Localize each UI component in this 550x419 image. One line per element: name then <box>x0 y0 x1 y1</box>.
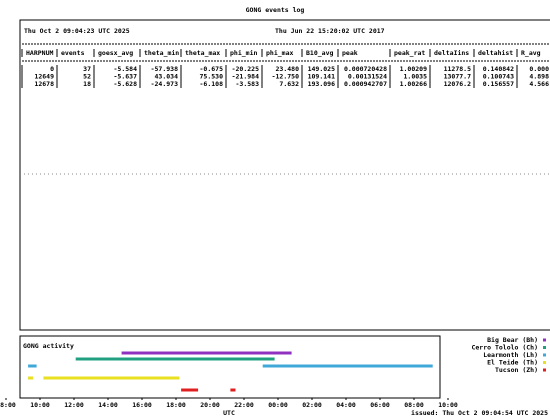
column-header: peak <box>342 49 358 57</box>
x-tick-label: 02:00 <box>302 401 322 409</box>
table-cell: 0 <box>50 65 54 73</box>
legend-label: El Teide (Th) <box>487 359 538 367</box>
column-header: phi_max <box>266 49 293 57</box>
x-tick-label: 20:00 <box>200 401 220 409</box>
column-header: R_avg <box>521 49 541 57</box>
page-title: GONG events log <box>246 6 305 14</box>
table-cell: 1.00266 <box>400 80 427 88</box>
legend-swatch <box>543 368 546 372</box>
legend-label: Big Bear (Bh) <box>487 336 538 344</box>
table-cell: 18 <box>83 80 91 88</box>
x-axis-label: UTC <box>223 409 235 417</box>
table-cell: 0.000720428 <box>344 65 387 73</box>
legend-label: Cerro Tololo (Ch) <box>471 344 538 352</box>
table-cell: 109.141 <box>308 73 335 81</box>
column-header: events <box>61 49 85 57</box>
table-cell: -5.628 <box>114 80 138 88</box>
x-tick-label: 18:00 <box>166 401 186 409</box>
column-header: peak_rat <box>394 49 425 57</box>
activity-title: GONG activity <box>23 342 74 350</box>
column-header: HARPNUM <box>26 49 53 57</box>
legend-label: Tucson (Zh) <box>495 366 538 374</box>
x-tick-label: 22:00 <box>234 401 254 409</box>
table-cell: 4.566 <box>529 80 549 88</box>
table-cell: 193.096 <box>308 80 335 88</box>
table-cell: 1.00209 <box>400 65 427 73</box>
x-tick-label: 06:00 <box>370 401 390 409</box>
x-tick-label: 16:00 <box>132 401 152 409</box>
column-header: deltahist <box>478 49 513 57</box>
table-cell: -57.938 <box>151 65 178 73</box>
x-tick-label: 12:00 <box>64 401 84 409</box>
x-tick-label: 04:00 <box>336 401 356 409</box>
x-tick-label: 08:00 <box>0 401 16 409</box>
table-cell: 0.00131524 <box>348 73 387 81</box>
activity-segment <box>28 364 37 368</box>
table-cell: -6.108 <box>200 80 224 88</box>
issued-time: issued: Thu Oct 2 09:04:54 UTC 2025 <box>411 409 548 417</box>
column-header: theta_max <box>185 49 220 57</box>
activity-segment <box>75 357 275 361</box>
current-time: Thu Oct 2 09:04:23 UTC 2025 <box>24 27 130 35</box>
x-tick-label: 10:00 <box>438 401 458 409</box>
activity-frame <box>19 335 441 399</box>
activity-segment <box>121 351 292 355</box>
activity-segment <box>230 388 236 392</box>
x-tick-label: 08:00 <box>404 401 424 409</box>
column-header: phi_min <box>230 49 257 57</box>
activity-chart: 08:00 10:00 12:00 14:00 16:00 18:00 20:00 22:00… <box>0 336 546 409</box>
table-cell: 12076.2 <box>444 80 471 88</box>
activity-segment <box>43 376 180 380</box>
table-cell: -12.750 <box>272 73 299 81</box>
table-cell: 0.156557 <box>483 80 514 88</box>
table-cell: 0.000 <box>529 65 549 73</box>
table-cell: 13077.7 <box>444 73 471 81</box>
legend-swatch <box>543 361 546 364</box>
table-cell: -5.637 <box>114 73 138 81</box>
table-cell: -0.675 <box>200 65 224 73</box>
column-header: deltaIins <box>434 49 469 57</box>
table-cell: 12678 <box>34 80 54 88</box>
table-cell: 0.000942707 <box>344 80 387 88</box>
table-cell: 4.898 <box>529 73 549 81</box>
table-cell: 43.034 <box>155 73 179 81</box>
table: HARPNUM events goesx_avg theta_min theta_max… <box>21 49 549 88</box>
x-tick-label: 14:00 <box>98 401 118 409</box>
activity-segment <box>262 364 433 368</box>
table-cell: 52 <box>83 73 91 81</box>
legend-swatch <box>543 353 546 357</box>
table-cell: 1.0035 <box>404 73 428 81</box>
legend-swatch <box>543 338 546 342</box>
table-cell: 23.480 <box>276 65 300 73</box>
table-cell: 75.530 <box>200 73 224 81</box>
x-tick-label: 00:00 <box>268 401 288 409</box>
legend-label: Learmonth (Lh) <box>483 351 538 359</box>
table-cell: -20.225 <box>232 65 259 73</box>
table-cell: 11278.5 <box>444 65 471 73</box>
legend-swatch <box>543 346 546 349</box>
column-header: goesx_avg <box>98 49 133 57</box>
activity-segment <box>28 376 34 380</box>
table-cell: -24.973 <box>151 80 178 88</box>
activity-segment <box>181 388 199 392</box>
log-frame <box>19 19 550 331</box>
table-cell: 7.632 <box>279 80 299 88</box>
table-cell: 37 <box>83 65 91 73</box>
table-cell: -5.584 <box>114 65 138 73</box>
table-cell: 0.100743 <box>483 73 514 81</box>
table-cell: 149.025 <box>308 65 335 73</box>
column-header: B10_avg <box>306 49 333 57</box>
table-cell: 12649 <box>34 73 54 81</box>
column-header: theta_min <box>144 49 179 57</box>
data-time: Thu Jun 22 15:20:02 UTC 2017 <box>275 27 385 35</box>
table-cell: -3.583 <box>236 80 260 88</box>
table-cell: -21.984 <box>232 73 259 81</box>
x-tick-label: 10:00 <box>30 401 50 409</box>
table-cell: 0.140842 <box>483 65 514 73</box>
